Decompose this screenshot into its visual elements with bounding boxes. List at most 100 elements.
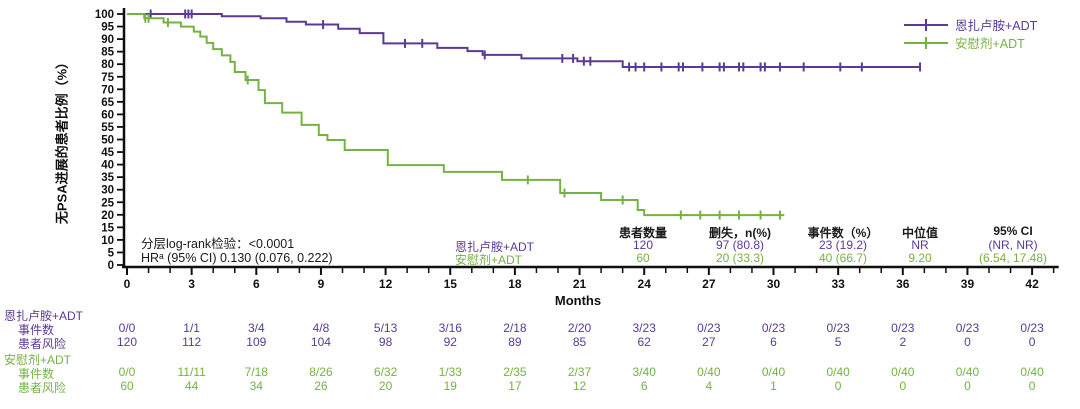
risk-cell: 98 (378, 335, 393, 349)
risk-cell: 0/40 (1020, 365, 1044, 379)
risk-cell: 5 (834, 335, 842, 349)
risk-cell: 26 (314, 379, 328, 393)
svg-text:12: 12 (379, 277, 393, 291)
risk-cell: 2/20 (567, 321, 592, 335)
risk-cell: 0 (964, 335, 971, 349)
summary-cell: 20 (33.3) (715, 251, 765, 265)
svg-text:30: 30 (767, 277, 781, 291)
risk-cell: 0 (964, 379, 971, 393)
legend-item: 恩扎卢胺+ADT (903, 15, 1037, 34)
svg-text:27: 27 (702, 277, 716, 291)
risk-cell: 4/8 (312, 321, 330, 335)
svg-text:33: 33 (831, 277, 845, 291)
risk-cell: 0/40 (955, 365, 980, 379)
summary-header: 事件数（%） (807, 226, 879, 240)
svg-text:85: 85 (101, 47, 114, 59)
risk-cell: 2/35 (503, 365, 527, 379)
svg-text:15: 15 (444, 277, 458, 291)
risk-cell: 5/13 (373, 321, 398, 335)
svg-text:18: 18 (508, 277, 522, 291)
summary-header: 删失，n(%) (709, 226, 771, 240)
risk-cell: 7/18 (244, 365, 268, 379)
summary-cell: NR (911, 238, 929, 252)
risk-cell: 112 (182, 335, 202, 349)
svg-text:3: 3 (188, 277, 195, 291)
risk-cell: 8/26 (309, 365, 333, 379)
svg-text:45: 45 (101, 147, 114, 159)
risk-row-label: 事件数 (18, 323, 55, 337)
risk-cell: 0/23 (955, 321, 980, 335)
risk-cell: 3/4 (247, 321, 265, 335)
risk-cell: 120 (116, 335, 138, 349)
risk-cell: 0/40 (761, 365, 786, 379)
svg-text:95: 95 (101, 22, 114, 34)
svg-text:39: 39 (961, 277, 975, 291)
risk-cell: 0/23 (891, 321, 915, 335)
risk-cell: 17 (508, 379, 522, 393)
risk-cell: 2 (899, 335, 907, 349)
summary-cell: (NR, NR) (988, 238, 1038, 252)
risk-cell: 0/0 (118, 321, 136, 335)
risk-cell: 20 (378, 379, 393, 393)
svg-text:55: 55 (101, 122, 114, 134)
censor-marker-icon (904, 36, 948, 49)
risk-cell: 44 (184, 379, 199, 393)
risk-row-label: 事件数 (18, 367, 55, 381)
risk-cell: 2/37 (567, 365, 592, 379)
svg-text:0: 0 (108, 260, 114, 272)
risk-cell: 0/0 (118, 365, 136, 379)
risk-cell: 6/32 (373, 365, 398, 379)
risk-cell: 1 (770, 379, 777, 393)
risk-cell: 3/40 (632, 365, 656, 379)
svg-text:25: 25 (101, 197, 114, 209)
risk-cell: 19 (443, 379, 457, 393)
svg-text:70: 70 (101, 84, 114, 96)
risk-cell: 1/1 (183, 321, 200, 335)
summary-cell: 120 (632, 238, 654, 252)
risk-cell: 0/23 (1020, 321, 1044, 335)
risk-cell: 2/18 (503, 321, 527, 335)
risk-cell: 92 (443, 335, 457, 349)
risk-cell: 11/11 (177, 365, 206, 379)
svg-text:10: 10 (101, 235, 114, 247)
svg-text:24: 24 (638, 277, 652, 291)
x-axis-label: Months (554, 293, 602, 308)
svg-text:65: 65 (101, 97, 114, 109)
risk-cell: 0/40 (697, 365, 721, 379)
risk-cell: 27 (702, 335, 716, 349)
risk-group-label: 恩扎卢胺+ADT (4, 309, 84, 323)
risk-cell: 109 (246, 335, 267, 349)
summary-cell: 23 (19.2) (818, 238, 868, 252)
legend-label: 恩扎卢胺+ADT (955, 19, 1038, 33)
risk-cell: 0/40 (891, 365, 915, 379)
risk-cell: 3/23 (632, 321, 656, 335)
risk-cell: 0/23 (697, 321, 721, 335)
risk-cell: 0/23 (826, 321, 850, 335)
svg-text:35: 35 (101, 172, 114, 184)
risk-cell: 89 (508, 335, 522, 349)
risk-cell: 60 (120, 379, 134, 393)
risk-cell: 0/23 (761, 321, 786, 335)
risk-cell: 12 (572, 379, 587, 393)
risk-cell: 6 (640, 379, 648, 393)
risk-row-label: 患者风险 (18, 337, 67, 351)
summary-group-label: 恩扎卢胺+ADT (455, 240, 535, 254)
legend-item: 安慰剂+ADT (903, 33, 1025, 52)
svg-text:90: 90 (101, 34, 114, 46)
risk-cell: 0/40 (826, 365, 850, 379)
summary-header: 中位值 (901, 226, 939, 240)
summary-cell: 9.20 (908, 251, 932, 265)
summary-cell: (6.54, 17.48) (978, 251, 1048, 265)
svg-text:50: 50 (101, 135, 114, 147)
y-axis-label: 无PSA进展的患者比例（%） (54, 55, 70, 225)
summary-header: 95% CI (993, 224, 1033, 238)
svg-text:40: 40 (101, 160, 114, 172)
svg-text:20: 20 (101, 210, 114, 222)
svg-text:9: 9 (318, 277, 325, 291)
risk-cell: 6 (770, 335, 777, 349)
stats-hr: HRᵃ (95% CI) 0.130 (0.076, 0.222) (141, 251, 333, 265)
svg-text:42: 42 (1025, 277, 1039, 291)
svg-text:100: 100 (95, 9, 114, 21)
risk-cell: 0 (1028, 335, 1036, 349)
